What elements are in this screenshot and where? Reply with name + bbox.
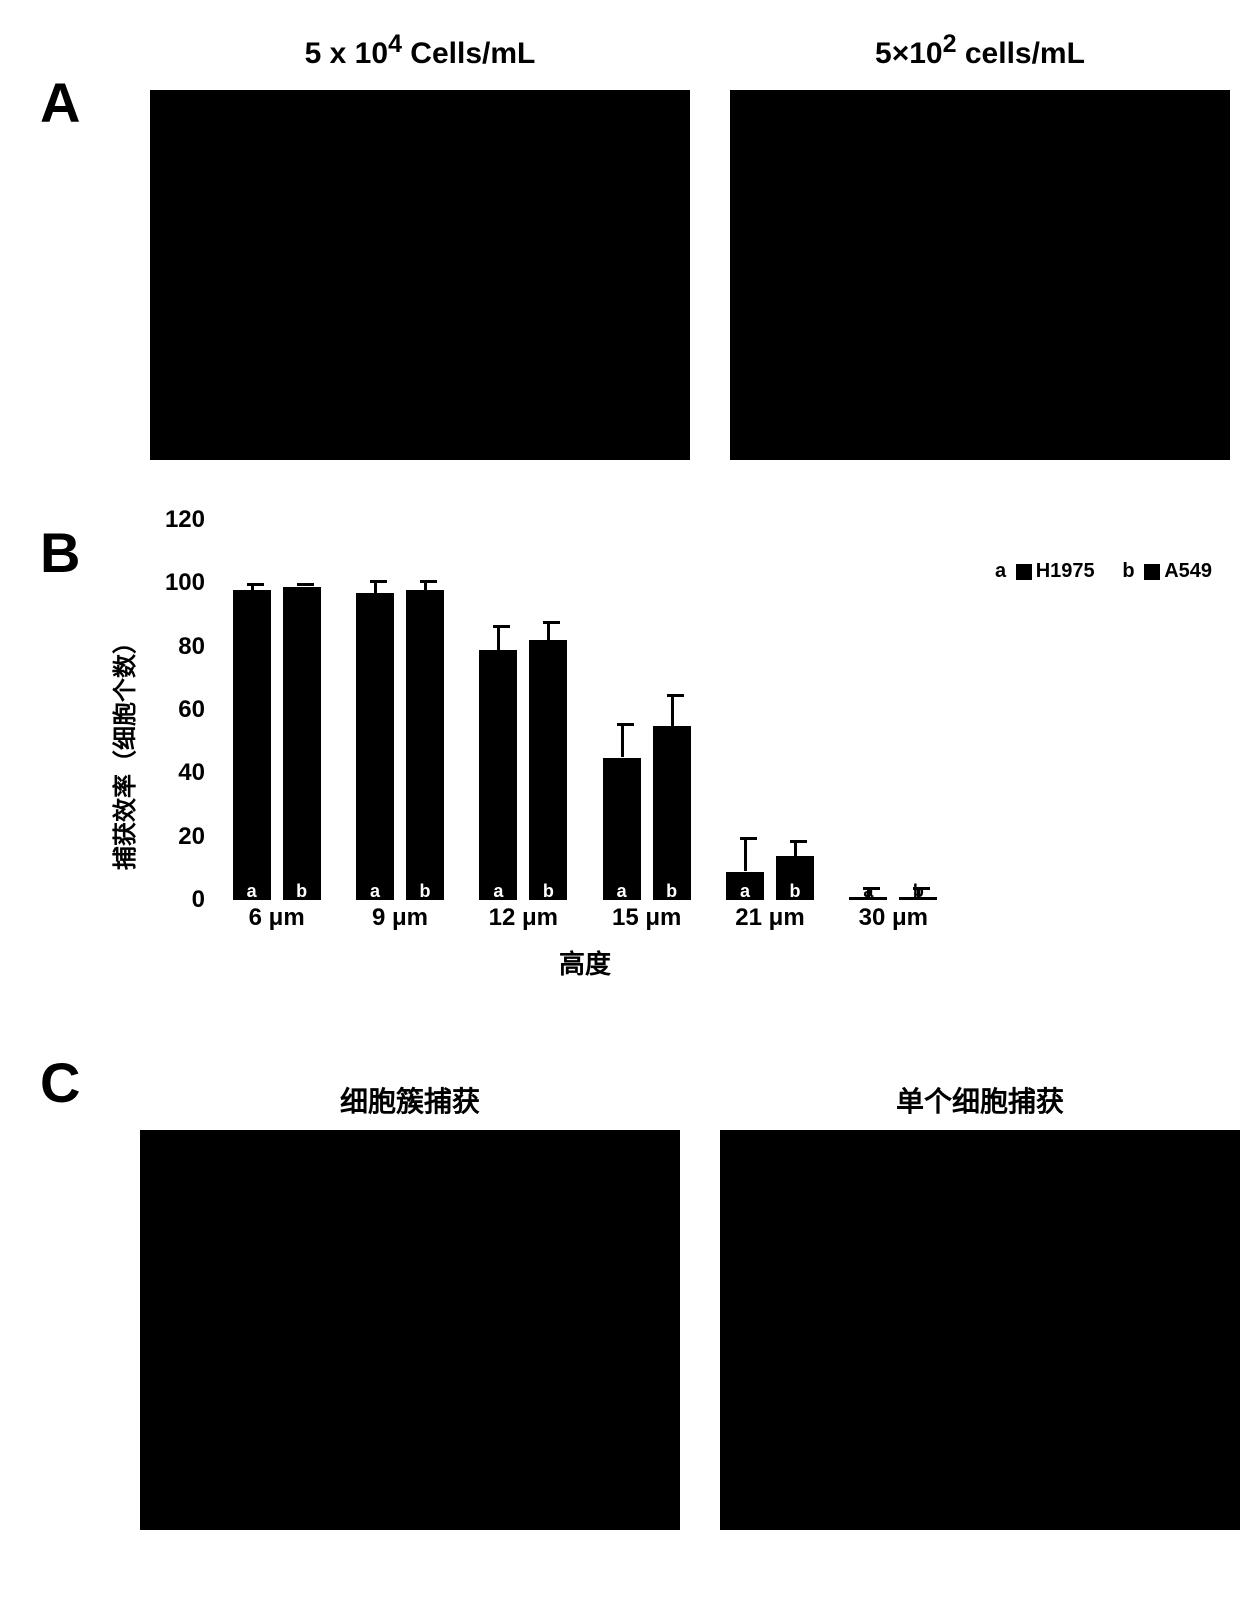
x-category-label: 15 μm: [585, 904, 708, 932]
y-tick-label: 40: [145, 759, 205, 787]
bar-series-key: b: [899, 881, 937, 902]
error-bar: [671, 694, 674, 726]
panel-c-left-image-placeholder: [140, 1130, 680, 1530]
panel-a-left-title: 5 x 104 Cells/mL: [150, 30, 690, 71]
bar: [356, 593, 394, 900]
legend-series-a-key: a: [995, 560, 1006, 582]
error-bar: [374, 580, 377, 593]
panel-a: A 5 x 104 Cells/mL 5×102 cells/mL: [40, 20, 1200, 490]
bar-series-key: a: [356, 881, 394, 902]
bar: [603, 758, 641, 901]
bar: [529, 640, 567, 900]
bar-chart-plot-area: abababababab: [215, 520, 955, 900]
bar: [653, 726, 691, 900]
error-bar: [744, 837, 747, 872]
chart-x-categories: 6 μm9 μm12 μm15 μm21 μm30 μm: [215, 904, 955, 944]
y-tick-label: 60: [145, 696, 205, 724]
error-bar: [547, 621, 550, 640]
panel-c-left-title: 细胞簇捕获: [140, 1080, 680, 1120]
bar-series-key: a: [603, 881, 641, 902]
bar-series-key: b: [653, 881, 691, 902]
chart-x-axis-label: 高度: [215, 944, 955, 981]
panel-b: B 捕获效率（细胞个数） abababababab 02040608010012…: [40, 490, 1200, 1050]
page-root: A 5 x 104 Cells/mL 5×102 cells/mL B 捕获效率…: [0, 0, 1240, 1624]
bar-series-key: a: [726, 881, 764, 902]
y-tick-label: 0: [145, 886, 205, 914]
x-category-label: 30 μm: [832, 904, 955, 932]
panel-a-label: A: [40, 70, 80, 135]
error-bar: [497, 625, 500, 650]
panel-c: C 细胞簇捕获 单个细胞捕获: [40, 1050, 1200, 1610]
legend-series-b-name: A549: [1164, 560, 1212, 582]
bar: [406, 590, 444, 900]
chart-y-axis-label: 捕获效率（细胞个数）: [105, 630, 140, 870]
bar-series-key: b: [776, 881, 814, 902]
panel-a-right-image-placeholder: [730, 90, 1230, 460]
x-category-label: 21 μm: [708, 904, 831, 932]
error-bar: [621, 723, 624, 758]
panel-c-right-image-placeholder: [720, 1130, 1240, 1530]
bar: [233, 590, 271, 900]
panel-c-right-title: 单个细胞捕获: [720, 1080, 1240, 1120]
x-category-label: 6 μm: [215, 904, 338, 932]
panel-c-label: C: [40, 1050, 80, 1115]
bar-series-key: a: [479, 881, 517, 902]
x-category-label: 12 μm: [462, 904, 585, 932]
panel-a-right-title: 5×102 cells/mL: [730, 30, 1230, 71]
bar: [283, 587, 321, 901]
legend-swatch-b: [1144, 564, 1160, 580]
legend-series-a-name: H1975: [1036, 560, 1095, 582]
y-tick-label: 100: [145, 569, 205, 597]
panel-b-label: B: [40, 520, 80, 585]
bar: [479, 650, 517, 900]
x-category-label: 9 μm: [338, 904, 461, 932]
bar-series-key: b: [406, 881, 444, 902]
chart-legend: a H1975 b A549: [995, 560, 1212, 583]
bar-series-key: b: [529, 881, 567, 902]
y-tick-label: 80: [145, 633, 205, 661]
panel-a-left-image-placeholder: [150, 90, 690, 460]
error-bar: [301, 583, 304, 586]
bar-series-key: a: [233, 881, 271, 902]
bar-series-key: a: [849, 881, 887, 902]
error-bar: [424, 580, 427, 590]
y-tick-label: 120: [145, 506, 205, 534]
error-bar: [251, 583, 254, 589]
bar-series-key: b: [283, 881, 321, 902]
y-tick-label: 20: [145, 823, 205, 851]
legend-series-b-key: b: [1122, 560, 1134, 582]
legend-swatch-a: [1016, 564, 1032, 580]
error-bar: [794, 840, 797, 856]
chart-y-ticks: 020406080100120: [145, 520, 205, 900]
